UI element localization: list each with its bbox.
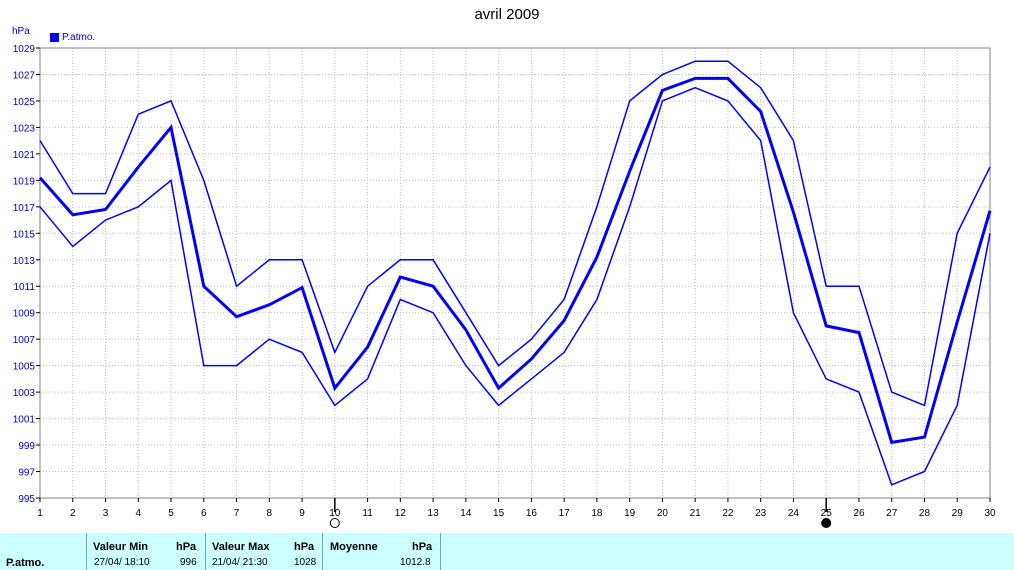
max-header: Valeur Max <box>212 541 270 553</box>
x-tick-label: 12 <box>395 508 407 519</box>
max-date: 21/04/ 21:30 <box>212 557 268 568</box>
legend-label: P.atmo. <box>62 32 96 43</box>
min-date: 27/04/ 18:10 <box>94 557 150 568</box>
x-tick-label: 7 <box>234 508 240 519</box>
x-tick-label: 8 <box>267 508 273 519</box>
y-tick-label: 1027 <box>13 70 36 81</box>
x-tick-label: 27 <box>886 508 898 519</box>
x-tick-label: 4 <box>135 508 141 519</box>
x-tick-label: 10 <box>329 508 341 519</box>
x-tick-label: 11 <box>362 508 373 519</box>
y-tick-label: 1005 <box>13 362 36 373</box>
series-line-mean <box>38 76 992 445</box>
y-tick-label: 995 <box>18 494 35 505</box>
y-tick-label: 1015 <box>13 229 36 240</box>
x-tick-label: 25 <box>821 508 833 519</box>
x-tick-label: 3 <box>103 508 109 519</box>
max-unit: hPa <box>294 541 315 553</box>
y-tick-label: 1009 <box>13 309 36 320</box>
new-moon-icon <box>821 518 832 528</box>
legend-swatch <box>50 33 59 42</box>
x-tick-label: 29 <box>952 508 964 519</box>
y-tick-label: 1019 <box>13 176 36 187</box>
x-tick-label: 17 <box>559 508 571 519</box>
x-tick-label: 5 <box>168 508 174 519</box>
x-tick-label: 26 <box>853 508 865 519</box>
series-line-max <box>39 60 991 407</box>
y-tick-label: 999 <box>18 441 35 452</box>
chart-plot: 9959979991001100310051007100910111013101… <box>13 44 996 528</box>
footer-row-label: P.atmo. <box>6 557 45 569</box>
footer-divider <box>86 533 87 570</box>
series-line-min <box>39 86 991 486</box>
x-tick-label: 20 <box>657 508 669 519</box>
x-tick-label: 30 <box>984 508 996 519</box>
x-tick-label: 19 <box>624 508 636 519</box>
footer-divider <box>322 533 323 570</box>
x-tick-label: 18 <box>591 508 603 519</box>
x-tick-label: 28 <box>919 508 931 519</box>
y-tick-label: 1001 <box>13 415 36 426</box>
x-tick-label: 6 <box>201 508 207 519</box>
y-tick-label: 1013 <box>13 256 36 267</box>
max-value: 1028 <box>294 557 317 568</box>
y-tick-label: 1021 <box>13 150 36 161</box>
footer-divider <box>440 533 441 570</box>
x-tick-label: 16 <box>526 508 538 519</box>
y-tick-label: 1003 <box>13 388 36 399</box>
x-tick-label: 9 <box>299 508 305 519</box>
plot-frame <box>39 47 991 499</box>
y-tick-label: 1029 <box>13 44 36 55</box>
x-tick-label: 14 <box>460 508 472 519</box>
y-tick-label: 1023 <box>13 123 36 134</box>
avg-header: Moyenne <box>330 541 378 553</box>
min-unit: hPa <box>176 541 197 553</box>
avg-unit: hPa <box>412 541 433 553</box>
y-tick-label: 1011 <box>13 282 35 293</box>
y-tick-label: 997 <box>18 468 35 479</box>
x-tick-label: 13 <box>428 508 440 519</box>
chart-title: avril 2009 <box>474 6 540 23</box>
summary-footer: P.atmo. Valeur Min hPa 27/04/ 18:10 996 … <box>0 533 1014 570</box>
y-tick-label: 1025 <box>13 97 36 108</box>
y-axis-unit-label: hPa <box>12 26 30 37</box>
x-tick-label: 24 <box>788 508 800 519</box>
footer-divider <box>205 533 206 570</box>
x-tick-label: 21 <box>690 508 702 519</box>
y-tick-label: 1007 <box>13 335 36 346</box>
x-tick-label: 23 <box>755 508 767 519</box>
min-header: Valeur Min <box>93 541 149 553</box>
x-tick-label: 15 <box>493 508 505 519</box>
x-tick-label: 2 <box>70 508 76 519</box>
legend: P.atmo. <box>50 32 95 43</box>
x-tick-label: 1 <box>37 508 43 519</box>
avg-value: 1012.8 <box>400 557 431 568</box>
full-moon-icon <box>329 518 340 528</box>
y-tick-label: 1017 <box>13 203 36 214</box>
x-tick-label: 22 <box>722 508 734 519</box>
min-value: 996 <box>180 557 197 568</box>
